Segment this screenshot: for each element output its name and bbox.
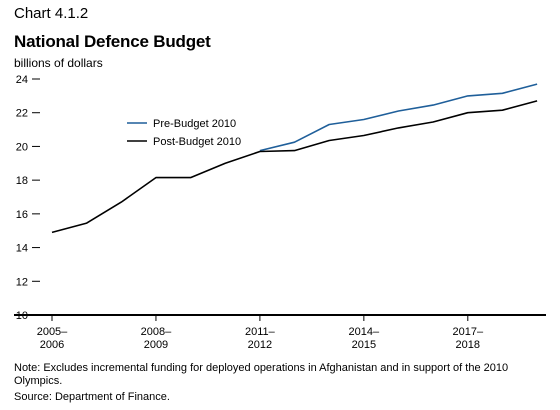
series-line-post-budget-2010 [51, 100, 538, 234]
x-tick-label-line2: 2006 [40, 339, 64, 351]
x-tick-label-line1: 2008– [141, 326, 172, 338]
data-point [432, 121, 434, 123]
x-tick-label: 2011– 2012 [245, 326, 276, 351]
x-tick-label: 2014– 2015 [349, 326, 380, 351]
data-point [259, 150, 261, 152]
y-tick-label: 24 [16, 74, 28, 86]
chart-number: Chart 4.1.2 [14, 5, 89, 22]
chart-title: National Defence Budget [14, 32, 211, 51]
x-tick-label-line2: 2018 [456, 339, 480, 351]
y-tick-label: 12 [16, 276, 28, 288]
x-tick-label-line1: 2011– [245, 326, 276, 338]
legend: Pre-Budget 2010 Post-Budget 2010 [127, 118, 241, 148]
data-point [432, 104, 434, 106]
data-point [328, 140, 330, 142]
data-point [501, 92, 503, 94]
y-tick-label: 16 [16, 209, 28, 221]
y-tick-label: 14 [16, 243, 28, 255]
data-point [294, 141, 296, 143]
data-point [363, 134, 365, 136]
data-point [363, 118, 365, 120]
y-tick-label: 20 [16, 141, 28, 153]
plot-lines [51, 83, 538, 234]
data-point [398, 127, 400, 129]
x-tick-label: 2008– 2009 [141, 326, 172, 351]
data-point [86, 222, 88, 224]
y-axis: 10 12 14 16 18 20 22 24 [14, 74, 546, 322]
data-point [398, 110, 400, 112]
x-tick-label: 2005– 2006 [37, 326, 68, 351]
series-line-pre-budget-2010 [259, 83, 538, 152]
data-point [467, 112, 469, 114]
x-tick-label-line2: 2009 [144, 339, 168, 351]
x-tick-label-line2: 2015 [352, 339, 376, 351]
x-axis: 2005– 2006 2008– 2009 2011– 2012 2014– 2015 2017… [37, 315, 484, 351]
source-note: Source: Department of Finance. [14, 391, 170, 403]
y-tick-label: 10 [16, 310, 28, 322]
data-point [224, 162, 226, 164]
x-tick-label: 2017– 2018 [453, 326, 484, 351]
data-point [467, 95, 469, 97]
data-point [536, 100, 538, 102]
legend-label: Post-Budget 2010 [153, 136, 241, 148]
x-tick-label-line1: 2005– [37, 326, 68, 338]
data-point [190, 177, 192, 179]
legend-label: Pre-Budget 2010 [153, 118, 236, 130]
line-chart: 10 12 14 16 18 20 22 24 2005– 2006 2008– 2009 2011–… [14, 74, 546, 351]
data-point [120, 201, 122, 203]
data-point [501, 109, 503, 111]
footnote: Note: Excludes incremental funding for d… [14, 362, 509, 387]
x-tick-label-line1: 2014– [349, 326, 380, 338]
y-tick-label: 22 [16, 108, 28, 120]
x-tick-label-line1: 2017– [453, 326, 484, 338]
data-point [536, 83, 538, 85]
y-tick-label: 18 [16, 175, 28, 187]
data-point [328, 124, 330, 126]
data-point [155, 177, 157, 179]
data-point [294, 150, 296, 152]
x-tick-label-line2: 2012 [248, 339, 272, 351]
y-axis-units-label: billions of dollars [14, 56, 103, 70]
data-point [51, 231, 53, 233]
